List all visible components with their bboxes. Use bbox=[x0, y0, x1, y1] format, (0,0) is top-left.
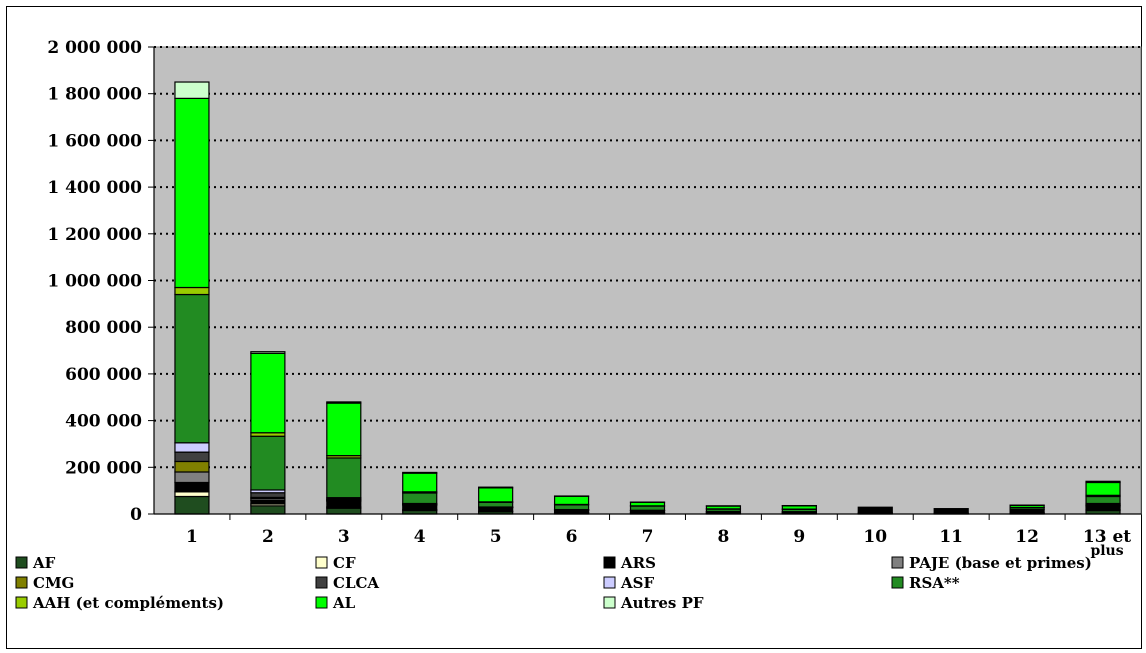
bar-segment-3-8 bbox=[326, 457, 362, 499]
bar-segment-2-1 bbox=[250, 505, 286, 515]
bar-segment-7-8 bbox=[629, 505, 666, 511]
legend-label-11: Autres PF bbox=[620, 594, 704, 612]
bar-segment-13-10 bbox=[1085, 481, 1121, 496]
bar-segment-5-8 bbox=[478, 501, 514, 508]
x-tick-label-8: 8 bbox=[718, 527, 730, 547]
bar-segment-5-11 bbox=[478, 486, 514, 489]
bar-segment-1-6 bbox=[174, 451, 210, 463]
legend: AF CF ARS PAJE (base et primes) CMG CLCA ASF RS… bbox=[15, 554, 1092, 612]
x-tick-label-1: 1 bbox=[186, 527, 198, 547]
x-tick-label-4: 4 bbox=[414, 527, 426, 547]
bar-segment-13-11 bbox=[1085, 480, 1121, 484]
bar-segment-4-8 bbox=[402, 492, 438, 505]
bar-segment-4-3 bbox=[402, 504, 438, 511]
x-tick-label-11: 11 bbox=[939, 527, 963, 547]
legend-label-3: ARS bbox=[620, 554, 656, 572]
bar-segment-1-3 bbox=[174, 481, 210, 493]
legend-swatch-9 bbox=[15, 596, 28, 609]
bar-segment-2-6 bbox=[250, 492, 286, 499]
y-tick-label-10: 2 000 000 bbox=[47, 38, 142, 58]
legend-label-7: ASF bbox=[620, 574, 654, 592]
bar-segment-6-8 bbox=[553, 504, 590, 511]
y-tick-label-1: 200 000 bbox=[65, 458, 142, 478]
bar-segment-1-1 bbox=[174, 495, 210, 515]
x-tick-label-3: 3 bbox=[338, 527, 350, 547]
bar-segment-1-4 bbox=[174, 471, 210, 484]
legend-label-2: CF bbox=[333, 554, 356, 572]
legend-label-1: AF bbox=[32, 554, 56, 572]
bar-segment-2-10 bbox=[250, 352, 286, 434]
legend-label-9: AAH (et compléments) bbox=[32, 594, 224, 612]
legend-swatch-3 bbox=[603, 556, 616, 569]
x-tick-label-7: 7 bbox=[642, 527, 654, 547]
bar-segment-13-8 bbox=[1085, 495, 1121, 505]
bar-segment-3-1 bbox=[326, 507, 362, 515]
x-tick-label-2: 2 bbox=[262, 527, 274, 547]
bar-segment-1-11 bbox=[174, 81, 210, 99]
legend-label-8: RSA** bbox=[909, 574, 960, 592]
bar-segment-4-11 bbox=[402, 471, 438, 474]
bar-segment-1-9 bbox=[174, 286, 210, 296]
x-tick-label-line-2: plus bbox=[1090, 543, 1123, 559]
axes: 0 200 000 400 000 600 000 800 000 1 000 000 1 … bbox=[47, 38, 1141, 559]
legend-label-5: CMG bbox=[33, 574, 74, 592]
legend-swatch-6 bbox=[315, 576, 328, 589]
x-tick-label-5: 5 bbox=[490, 527, 502, 547]
y-tick-label-7: 1 400 000 bbox=[47, 178, 142, 198]
bar-segment-1-10 bbox=[174, 97, 210, 289]
bar-segment-3-11 bbox=[326, 401, 362, 404]
y-tick-label-2: 400 000 bbox=[65, 412, 142, 432]
bar-segment-2-11 bbox=[250, 351, 286, 354]
bar-segment-5-10 bbox=[478, 487, 514, 503]
x-tick-label-10: 10 bbox=[863, 527, 887, 547]
y-tick-label-5: 1 000 000 bbox=[47, 272, 142, 292]
legend-swatch-5 bbox=[15, 576, 28, 589]
bar-segment-1-2 bbox=[174, 491, 210, 498]
bar-segment-3-10 bbox=[326, 402, 362, 457]
x-tick-label-12: 12 bbox=[1015, 527, 1039, 547]
y-tick-label-0: 0 bbox=[130, 505, 142, 525]
y-tick-label-9: 1 800 000 bbox=[47, 85, 142, 105]
bar-segment-4-10 bbox=[402, 472, 438, 493]
y-tick-label-3: 600 000 bbox=[65, 365, 142, 385]
legend-label-6: CLCA bbox=[333, 574, 379, 592]
x-tick-label-9: 9 bbox=[793, 527, 805, 547]
legend-swatch-7 bbox=[603, 576, 616, 589]
bar-segment-1-8 bbox=[174, 293, 210, 444]
x-tick-label-6: 6 bbox=[566, 527, 578, 547]
legend-swatch-1 bbox=[15, 556, 28, 569]
legend-label-10: AL bbox=[332, 594, 356, 612]
x-tick-label-line-1: 13 et bbox=[1083, 527, 1131, 547]
y-tick-label-6: 1 200 000 bbox=[47, 225, 142, 245]
legend-swatch-8 bbox=[891, 576, 904, 589]
gridlines bbox=[154, 46, 1141, 469]
legend-swatch-4 bbox=[891, 556, 904, 569]
y-tick-label-4: 800 000 bbox=[65, 318, 142, 338]
bar-segment-11-3 bbox=[933, 508, 969, 514]
legend-swatch-10 bbox=[315, 596, 328, 609]
y-tick-label-8: 1 600 000 bbox=[47, 131, 142, 151]
legend-label-4: PAJE (base et primes) bbox=[909, 554, 1092, 572]
bar-segment-10-3 bbox=[857, 506, 893, 514]
bar-segment-6-10 bbox=[553, 495, 590, 506]
bar-segment-2-8 bbox=[250, 435, 286, 491]
bar-segment-1-7 bbox=[174, 442, 210, 453]
bars bbox=[174, 81, 1121, 515]
x-tick-label-13: 13 et plus bbox=[1083, 527, 1131, 559]
legend-swatch-2 bbox=[315, 556, 328, 569]
bar-segment-3-3 bbox=[326, 500, 362, 508]
bar-segment-1-5 bbox=[174, 460, 210, 473]
legend-swatch-11 bbox=[603, 596, 616, 609]
